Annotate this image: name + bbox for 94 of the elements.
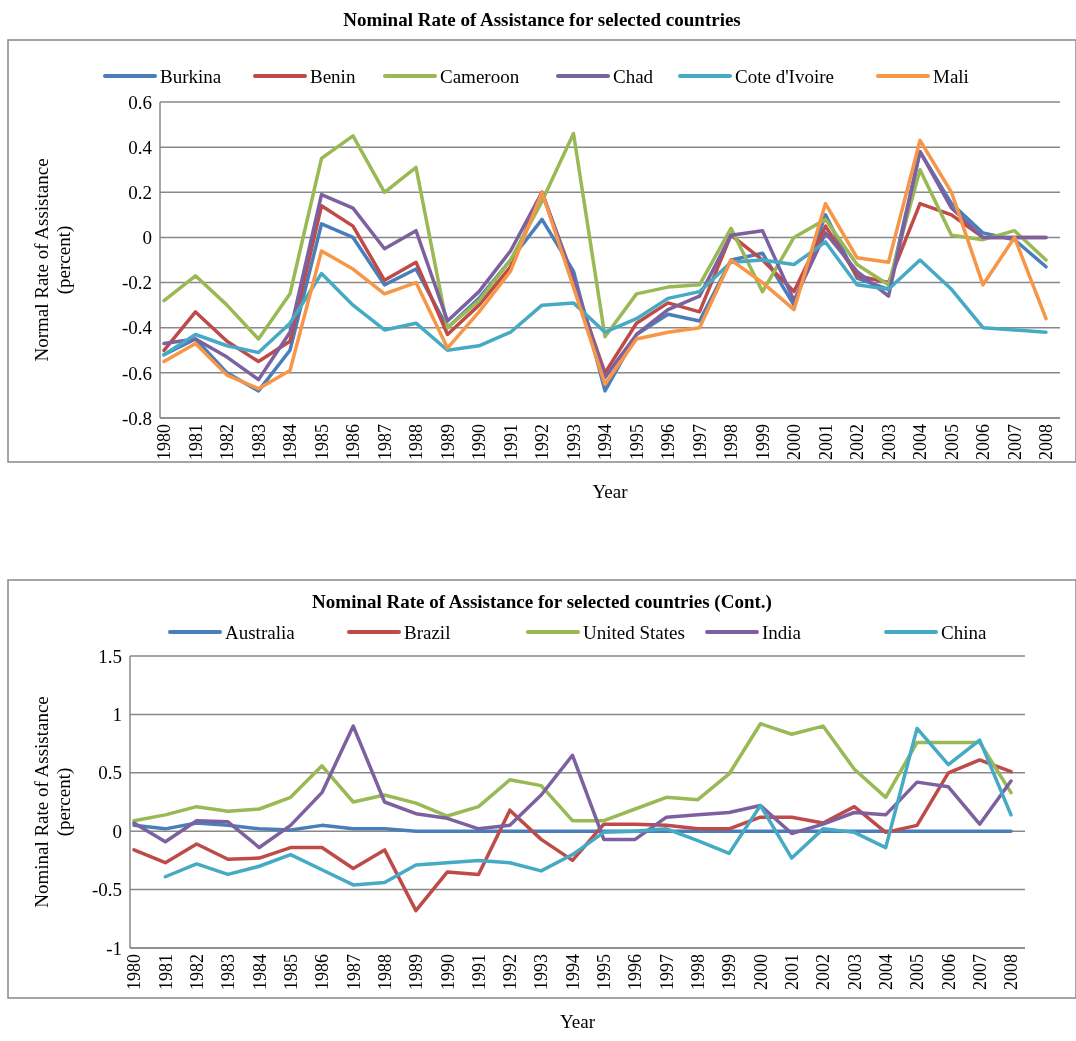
x-tick-label: 1981 [185,424,206,460]
x-tick-label: 2005 [941,424,962,460]
x-tick-label: 1996 [658,424,679,460]
line-series [132,721,1013,823]
x-tick-label: 1984 [249,954,270,990]
x-tick-label: 1988 [406,424,427,460]
legend-label: Burkina [160,65,222,87]
line-series [132,724,1013,850]
x-tick-label: 1993 [531,954,552,990]
x-tick-label: 2007 [1004,424,1025,460]
x-tick-label: 1988 [374,954,395,990]
line-series [162,240,1048,357]
x-tick-label: 2004 [876,954,897,990]
y-tick-label: 0.5 [98,762,122,784]
legend-label: Chad [613,65,654,87]
y-tick-label: 1.5 [98,645,122,667]
x-tick-label: 1992 [532,424,553,460]
x-tick-label: 1991 [468,954,489,990]
y-tick-label: -0.4 [121,317,153,339]
x-tick-label: 2005 [907,954,928,990]
chart-title: Nominal Rate of Assistance for selected countries [343,9,741,30]
y-tick-label: 1 [112,704,122,726]
x-tick-label: 2007 [969,954,990,990]
legend-label: Australia [225,621,296,643]
x-tick-label: 2001 [782,954,803,990]
x-tick-label: 1995 [594,954,615,990]
x-tick-label: 1986 [343,424,364,460]
y-tick-label: -0.8 [121,407,152,429]
x-tick-label: 2008 [1036,424,1057,460]
chart-title: Nominal Rate of Assistance for selected countries (Cont.) [312,591,772,613]
y-tick-label: 0.2 [128,181,152,203]
x-tick-label: 2000 [750,954,771,990]
x-tick-label: 1999 [719,954,740,990]
line-series [163,726,1013,887]
y-axis-title: Nominal Rate of Assistance (percent) [31,696,75,908]
x-tick-label: 2004 [910,424,931,460]
x-tick-label: 1990 [469,424,490,460]
legend-label: China [941,621,987,643]
x-tick-label: 2002 [813,954,834,990]
x-tick-label: 2008 [1001,954,1022,990]
x-tick-label: 2002 [847,424,868,460]
x-tick-label: 1983 [218,954,239,990]
x-tick-label: 1995 [626,424,647,460]
x-tick-label: 1985 [311,424,332,460]
y-tick-label: -0.2 [121,272,152,294]
x-tick-label: 1993 [563,424,584,460]
x-tick-label: 1998 [688,954,709,990]
x-tick-label: 1987 [343,954,364,990]
x-tick-label: 1989 [437,424,458,460]
legend-label: Brazil [404,621,451,643]
x-tick-label: 2006 [938,954,959,990]
x-tick-label: 2001 [815,424,836,460]
x-tick-label: 1981 [155,954,176,990]
line-series [132,758,1013,913]
y-tick-label: 0.4 [128,136,153,158]
x-tick-label: 1998 [721,424,742,460]
y-tick-label: -0.6 [121,362,152,384]
x-tick-label: 1994 [595,424,616,460]
x-tick-label: 1986 [312,954,333,990]
legend-label: Cameroon [440,65,520,87]
y-tick-label: -1 [106,937,122,959]
x-tick-label: 1982 [186,954,207,990]
x-tick-label: 1987 [374,424,395,460]
legend-label: Mali [933,65,969,87]
x-tick-label: 1996 [625,954,646,990]
x-tick-label: 1989 [406,954,427,990]
x-tick-label: 1984 [280,424,301,460]
x-axis-title: Year [559,1011,596,1032]
x-tick-label: 2003 [844,954,865,990]
x-tick-label: 1997 [656,954,677,990]
x-tick-label: 1997 [689,424,710,460]
legend-label: United States [583,621,685,643]
legend-label: India [762,621,802,643]
x-tick-label: 1983 [248,424,269,460]
y-tick-label: 0 [112,820,122,842]
x-tick-label: 1980 [124,954,145,990]
x-tick-label: 1982 [217,424,238,460]
y-tick-label: 0.6 [128,91,152,113]
y-axis-title: Normal Rate of Assistance (percent) [31,158,75,362]
y-tick-label: -0.5 [91,879,122,901]
x-tick-label: 2003 [878,424,899,460]
x-tick-label: 1990 [437,954,458,990]
x-axis-title: Year [592,481,629,502]
x-tick-label: 2000 [784,424,805,460]
legend-label: Cote d'Ivoire [735,65,834,87]
x-tick-label: 2006 [973,424,994,460]
x-tick-label: 1994 [562,954,583,990]
x-tick-label: 1980 [154,424,175,460]
x-tick-label: 1985 [280,954,301,990]
x-tick-label: 1991 [500,424,521,460]
legend-label: Benin [310,65,356,87]
x-tick-label: 1992 [500,954,521,990]
y-tick-label: 0 [142,227,152,249]
x-tick-label: 1999 [752,424,773,460]
